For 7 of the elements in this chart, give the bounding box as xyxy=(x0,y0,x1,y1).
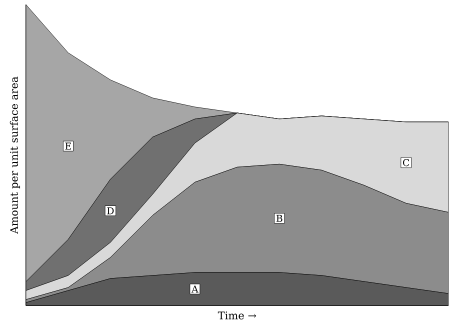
series-label: E xyxy=(65,142,71,150)
y-axis-title: Amount per unit surface area xyxy=(10,76,20,234)
x-axis-title: Time → xyxy=(218,311,256,320)
series-label: C xyxy=(403,158,410,166)
series-label: A xyxy=(191,286,198,292)
series-label: D xyxy=(107,207,114,214)
series-label: B xyxy=(276,214,282,222)
